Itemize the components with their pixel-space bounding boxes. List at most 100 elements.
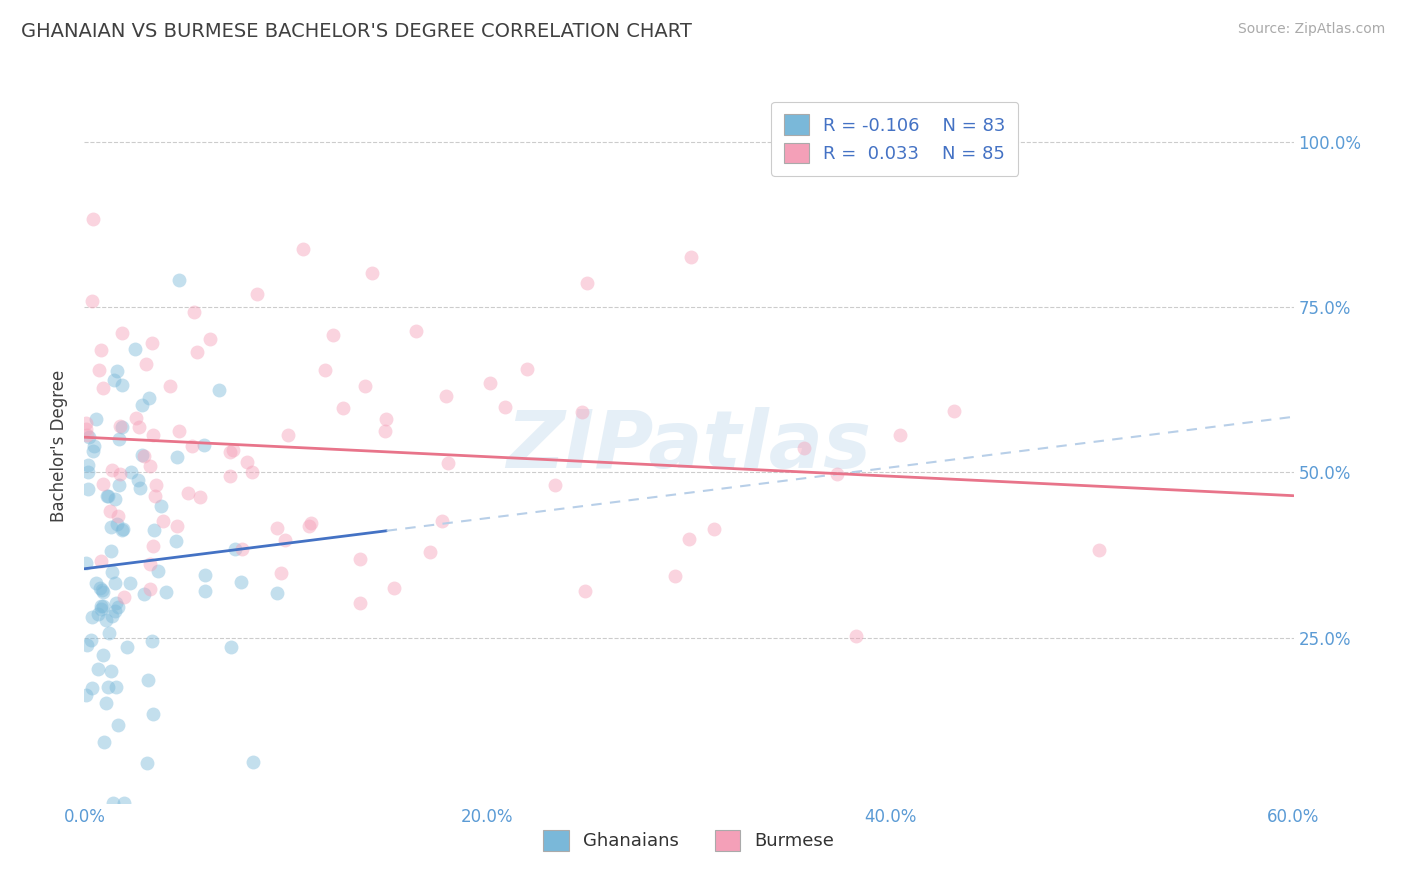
Point <box>76 422 98 436</box>
Point <box>91 585 114 599</box>
Point <box>105 516 128 531</box>
Point <box>104 576 127 591</box>
Point <box>103 796 125 810</box>
Point <box>1088 543 1111 558</box>
Point <box>186 345 208 359</box>
Point <box>86 662 108 676</box>
Point <box>166 450 188 464</box>
Point <box>219 640 242 654</box>
Text: GHANAIAN VS BURMESE BACHELOR'S DEGREE CORRELATION CHART: GHANAIAN VS BURMESE BACHELOR'S DEGREE CO… <box>21 22 692 41</box>
Point <box>124 342 146 356</box>
Point <box>134 587 156 601</box>
Point <box>374 412 396 426</box>
Point <box>128 420 150 434</box>
Point <box>139 582 162 596</box>
Point <box>100 463 122 477</box>
Point <box>141 336 163 351</box>
Point <box>141 428 163 442</box>
Point <box>91 476 114 491</box>
Point <box>434 388 457 402</box>
Point <box>103 372 125 386</box>
Point <box>827 467 849 482</box>
Point <box>111 420 134 434</box>
Point <box>112 522 135 536</box>
Point <box>575 276 598 290</box>
Point <box>91 648 114 663</box>
Point <box>101 566 124 580</box>
Point <box>266 521 288 535</box>
Point <box>277 427 299 442</box>
Point <box>219 469 242 483</box>
Point <box>432 514 454 528</box>
Point <box>208 383 231 397</box>
Point <box>135 756 157 771</box>
Point <box>107 717 129 731</box>
Point <box>349 596 371 610</box>
Point <box>135 357 157 371</box>
Point <box>118 576 141 591</box>
Point <box>360 266 382 280</box>
Point <box>198 333 221 347</box>
Point <box>138 391 160 405</box>
Point <box>96 489 118 503</box>
Point <box>143 489 166 503</box>
Point <box>104 596 127 610</box>
Point <box>152 514 174 528</box>
Point <box>93 380 115 394</box>
Point <box>77 465 100 479</box>
Point <box>678 532 700 546</box>
Point <box>97 489 120 503</box>
Point <box>90 343 112 357</box>
Point <box>91 582 114 597</box>
Point <box>86 412 108 426</box>
Point <box>111 326 134 341</box>
Point <box>77 430 100 444</box>
Point <box>149 499 172 513</box>
Point <box>793 442 815 456</box>
Y-axis label: Bachelor's Degree: Bachelor's Degree <box>51 370 69 522</box>
Point <box>94 613 117 627</box>
Point <box>105 680 128 694</box>
Point <box>112 591 135 605</box>
Point <box>98 504 121 518</box>
Point <box>353 378 375 392</box>
Point <box>516 361 538 376</box>
Point <box>405 324 427 338</box>
Point <box>112 796 135 810</box>
Point <box>108 478 131 492</box>
Point <box>129 481 152 495</box>
Point <box>75 557 97 571</box>
Point <box>110 418 132 433</box>
Point <box>332 401 354 415</box>
Point <box>571 405 593 419</box>
Point <box>574 583 596 598</box>
Point <box>194 568 217 582</box>
Point <box>219 445 242 459</box>
Point <box>437 456 460 470</box>
Text: Source: ZipAtlas.com: Source: ZipAtlas.com <box>1237 22 1385 37</box>
Point <box>321 328 343 343</box>
Point <box>494 401 516 415</box>
Point <box>845 629 868 643</box>
Point <box>679 250 702 264</box>
Point <box>664 568 686 582</box>
Point <box>75 689 97 703</box>
Point <box>90 599 112 614</box>
Point <box>274 533 297 547</box>
Point <box>115 640 138 654</box>
Point <box>124 411 146 425</box>
Point <box>146 564 169 578</box>
Point <box>97 626 120 640</box>
Point <box>82 443 104 458</box>
Point <box>111 378 134 392</box>
Point <box>374 424 396 438</box>
Point <box>107 508 129 523</box>
Point <box>76 482 98 496</box>
Point <box>242 756 264 770</box>
Point <box>105 364 128 378</box>
Point <box>544 478 567 492</box>
Point <box>77 458 100 472</box>
Point <box>138 458 160 473</box>
Point <box>100 544 122 558</box>
Point <box>314 363 336 377</box>
